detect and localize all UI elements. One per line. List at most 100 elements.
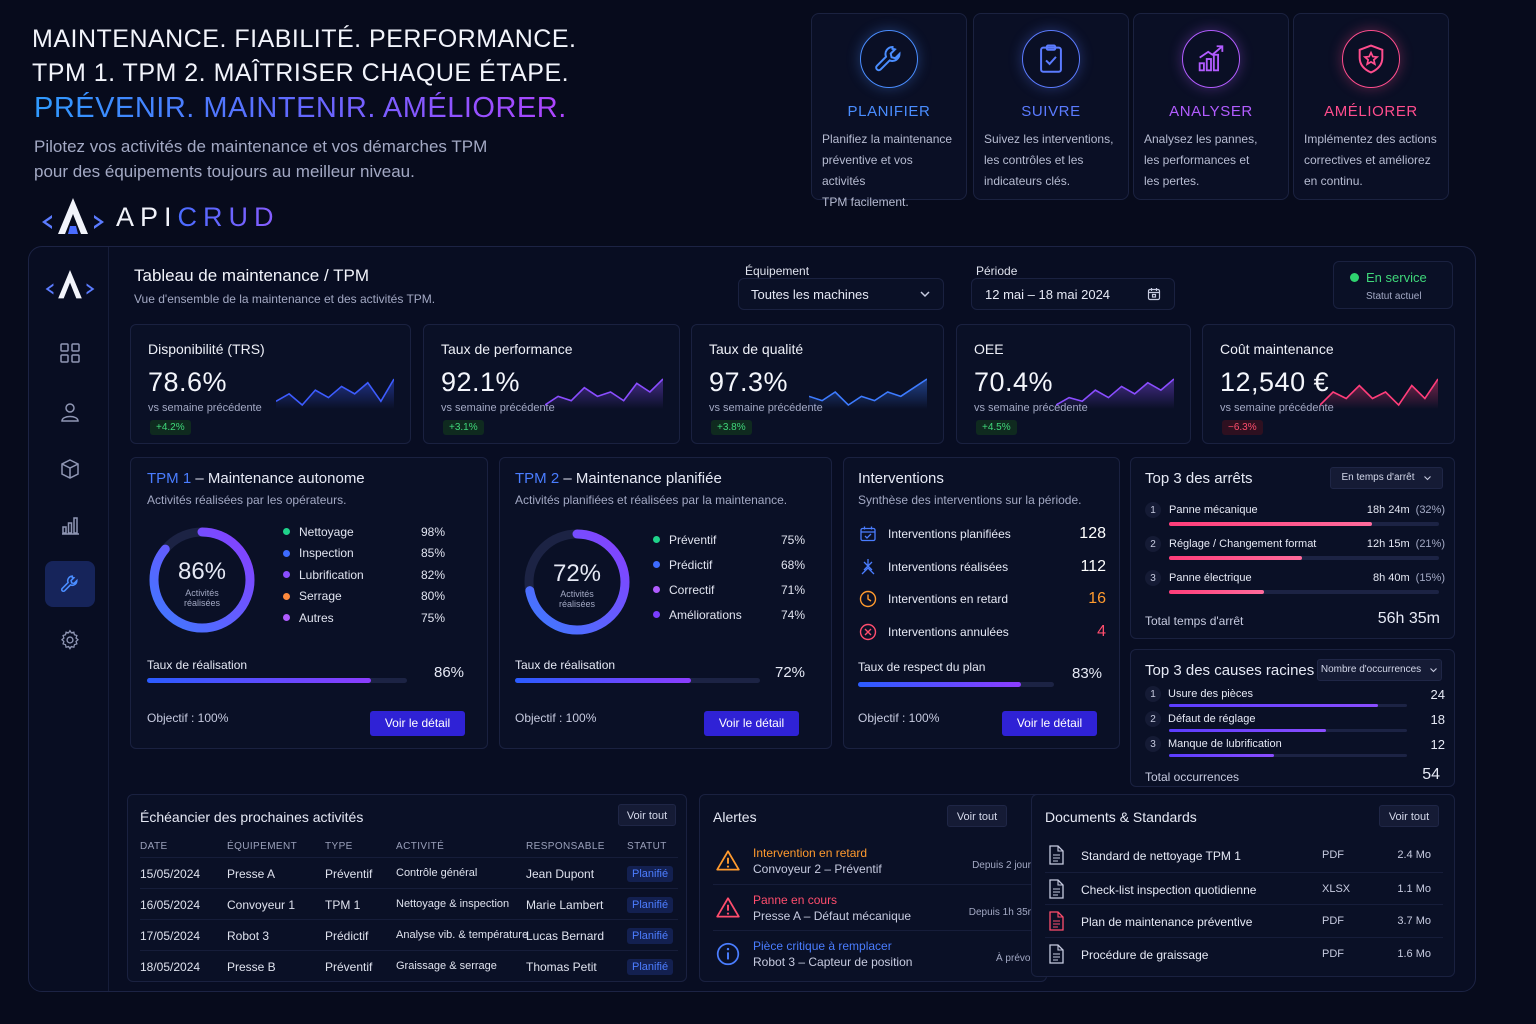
cause-name: Manque de lubrification bbox=[1168, 738, 1282, 750]
status-badge: Planifié bbox=[627, 959, 674, 975]
tpm1-center-label: Activités réalisées bbox=[146, 588, 258, 608]
sidebar-item-equipment[interactable] bbox=[45, 446, 95, 492]
tpm1-legend: Nettoyage 98% Inspection 85% Lubrificati… bbox=[283, 521, 445, 629]
top-causes-total-label: Total occurrences bbox=[1145, 770, 1240, 784]
kpi-delta-badge: +4.2% bbox=[150, 420, 191, 435]
equipment-select-value: Toutes les machines bbox=[751, 286, 869, 302]
top-stops-list: 1 Panne mécanique 18h 24m (32%) 2 Réglag… bbox=[1145, 502, 1445, 604]
alert-item[interactable]: Pièce critique à remplacer Robot 3 – Cap… bbox=[713, 930, 1036, 976]
feature-title: AMÉLIORER bbox=[1324, 103, 1418, 120]
legend-item: Préventif 75% bbox=[653, 527, 805, 552]
feature-description: Implémentez des actions correctives et am… bbox=[1294, 129, 1448, 192]
tpm1-progress-track bbox=[147, 678, 407, 683]
kpi-value: 92.1% bbox=[441, 367, 521, 397]
feature-description: Planifiez la maintenance préventive et vo… bbox=[812, 129, 966, 213]
kpi-card-3: OEE 70.4% vs semaine précédente +4.5% bbox=[956, 324, 1191, 444]
shield-star-icon bbox=[1342, 30, 1400, 88]
sidebar-item-users[interactable] bbox=[45, 389, 95, 435]
schedule-cell: Nettoyage & inspection bbox=[396, 898, 510, 910]
calendar-check-icon bbox=[860, 526, 876, 542]
interventions-rate-label: Taux de respect du plan bbox=[858, 660, 986, 674]
schedule-cell: 17/05/2024 bbox=[140, 929, 201, 943]
schedule-row[interactable]: 18/05/2024 Presse B Préventif Graissage & s… bbox=[140, 950, 678, 981]
kpi-comparison: vs semaine précédente bbox=[148, 402, 262, 414]
top-causes-filter[interactable]: Nombre d'occurrences bbox=[1317, 659, 1442, 681]
document-size: 1.1 Mo bbox=[1397, 882, 1431, 895]
sidebar-item-analytics[interactable] bbox=[45, 502, 95, 548]
equipment-select[interactable]: Toutes les machines bbox=[738, 278, 944, 310]
sidebar-item-settings[interactable] bbox=[45, 617, 95, 663]
feature-description: Suivez les interventions, les contrôles e… bbox=[974, 129, 1128, 192]
cause-count: 12 bbox=[1430, 736, 1445, 752]
stop-time: 12h 15m bbox=[1366, 538, 1410, 550]
interventions-list: Interventions planifiées 128 Interventio… bbox=[858, 518, 1106, 648]
schedule-column-header: TYPE bbox=[325, 841, 353, 852]
legend-label: Inspection bbox=[299, 546, 354, 561]
stop-percent: (32%) bbox=[1415, 504, 1445, 516]
kpi-sparkline-area bbox=[1320, 379, 1438, 409]
tpm1-center-label-1: Activités bbox=[185, 588, 219, 598]
alerts-title: Alertes bbox=[713, 809, 757, 825]
interventions-title: Interventions bbox=[858, 470, 944, 487]
top-stops-filter[interactable]: En temps d'arrêt bbox=[1330, 467, 1443, 489]
schedule-row[interactable]: 15/05/2024 Presse A Préventif Contrôle géné… bbox=[140, 857, 678, 888]
clock-icon bbox=[859, 591, 877, 608]
brand-part-1: API bbox=[116, 201, 178, 232]
alert-item[interactable]: Intervention en retard Convoyeur 2 – Pré… bbox=[713, 838, 1036, 884]
schedule-column-header: DATE bbox=[140, 841, 168, 852]
kpi-sparkline bbox=[545, 378, 663, 409]
document-row[interactable]: Procédure de graissage PDF 1.6 Mo bbox=[1045, 936, 1443, 970]
document-row[interactable]: Standard de nettoyage TPM 1 PDF 2.4 Mo bbox=[1045, 839, 1443, 872]
feature-title: SUIVRE bbox=[1021, 103, 1081, 120]
wrench-icon bbox=[860, 30, 918, 88]
alert-time: Depuis 1h 35m bbox=[968, 907, 1036, 918]
kpi-delta-badge: −6.3% bbox=[1222, 420, 1263, 435]
interventions-rate-value: 83% bbox=[1072, 665, 1103, 682]
sidebar-logo-icon[interactable] bbox=[44, 267, 96, 303]
tpm1-center-label-2: réalisées bbox=[183, 598, 221, 608]
alert-item[interactable]: Panne en cours Presse A – Défaut mécaniq… bbox=[713, 884, 1036, 930]
tpm2-detail-button[interactable]: Voir le détail bbox=[704, 711, 799, 736]
schedule-cell: Prédictif bbox=[325, 929, 369, 943]
stop-name: Panne mécanique bbox=[1169, 504, 1258, 516]
stop-percent: (21%) bbox=[1415, 538, 1445, 550]
info-icon bbox=[716, 942, 740, 966]
tpm2-progress-fill bbox=[515, 678, 692, 683]
warning-icon bbox=[716, 897, 740, 918]
document-row[interactable]: Plan de maintenance préventive PDF 3.7 M… bbox=[1045, 904, 1443, 937]
chevron-down-icon bbox=[920, 291, 930, 298]
alert-title: Intervention en retard bbox=[753, 846, 868, 860]
stop-bar-track bbox=[1169, 590, 1439, 594]
schedule-cell: Presse A bbox=[227, 867, 276, 881]
cause-bar-track bbox=[1169, 729, 1407, 732]
legend-value: 80% bbox=[420, 589, 445, 604]
documents-see-all[interactable]: Voir tout bbox=[1379, 805, 1439, 827]
schedule-header-row: DATE ÉQUIPEMENT TYPE ACTIVITÉ RESPONSABLE STA… bbox=[140, 837, 678, 857]
schedule-row[interactable]: 17/05/2024 Robot 3 Prédictif Analyse vib. &… bbox=[140, 919, 678, 950]
document-row[interactable]: Check-list inspection quotidienne XLSX 1… bbox=[1045, 871, 1443, 905]
stop-time: 8h 40m bbox=[1372, 572, 1410, 584]
kpi-value: 70.4% bbox=[974, 367, 1054, 397]
interventions-objective: Objectif : 100% bbox=[858, 711, 940, 725]
interventions-detail-button[interactable]: Voir le détail bbox=[1002, 711, 1097, 736]
legend-label: Correctif bbox=[669, 582, 715, 597]
clipboard-check-icon bbox=[1022, 30, 1080, 88]
kpi-card-2: Taux de qualité 97.3% vs semaine précéde… bbox=[691, 324, 944, 444]
legend-dot-icon bbox=[653, 611, 660, 618]
schedule-cell: Graissage & serrage bbox=[396, 960, 497, 972]
schedule-row[interactable]: 16/05/2024 Convoyeur 1 TPM 1 Nettoyage & in… bbox=[140, 888, 678, 919]
kpi-delta-badge: +3.1% bbox=[443, 420, 484, 435]
status-text: En service bbox=[1366, 270, 1427, 285]
cancel-circle-icon bbox=[859, 623, 877, 640]
schedule-see-all[interactable]: Voir tout bbox=[618, 804, 676, 826]
sidebar-item-dashboard[interactable] bbox=[45, 330, 95, 376]
period-picker-value: 12 mai – 18 mai 2024 bbox=[985, 286, 1111, 302]
sidebar-item-maintenance[interactable] bbox=[45, 561, 95, 607]
legend-item: Autres 75% bbox=[283, 607, 445, 629]
period-picker[interactable]: 12 mai – 18 mai 2024 bbox=[971, 278, 1175, 310]
alerts-list: Intervention en retard Convoyeur 2 – Pré… bbox=[713, 838, 1036, 976]
legend-value: 98% bbox=[420, 524, 445, 539]
alerts-see-all[interactable]: Voir tout bbox=[947, 805, 1007, 827]
intervention-label: Interventions en retard bbox=[888, 592, 1009, 607]
tpm1-detail-button[interactable]: Voir le détail bbox=[370, 711, 465, 736]
